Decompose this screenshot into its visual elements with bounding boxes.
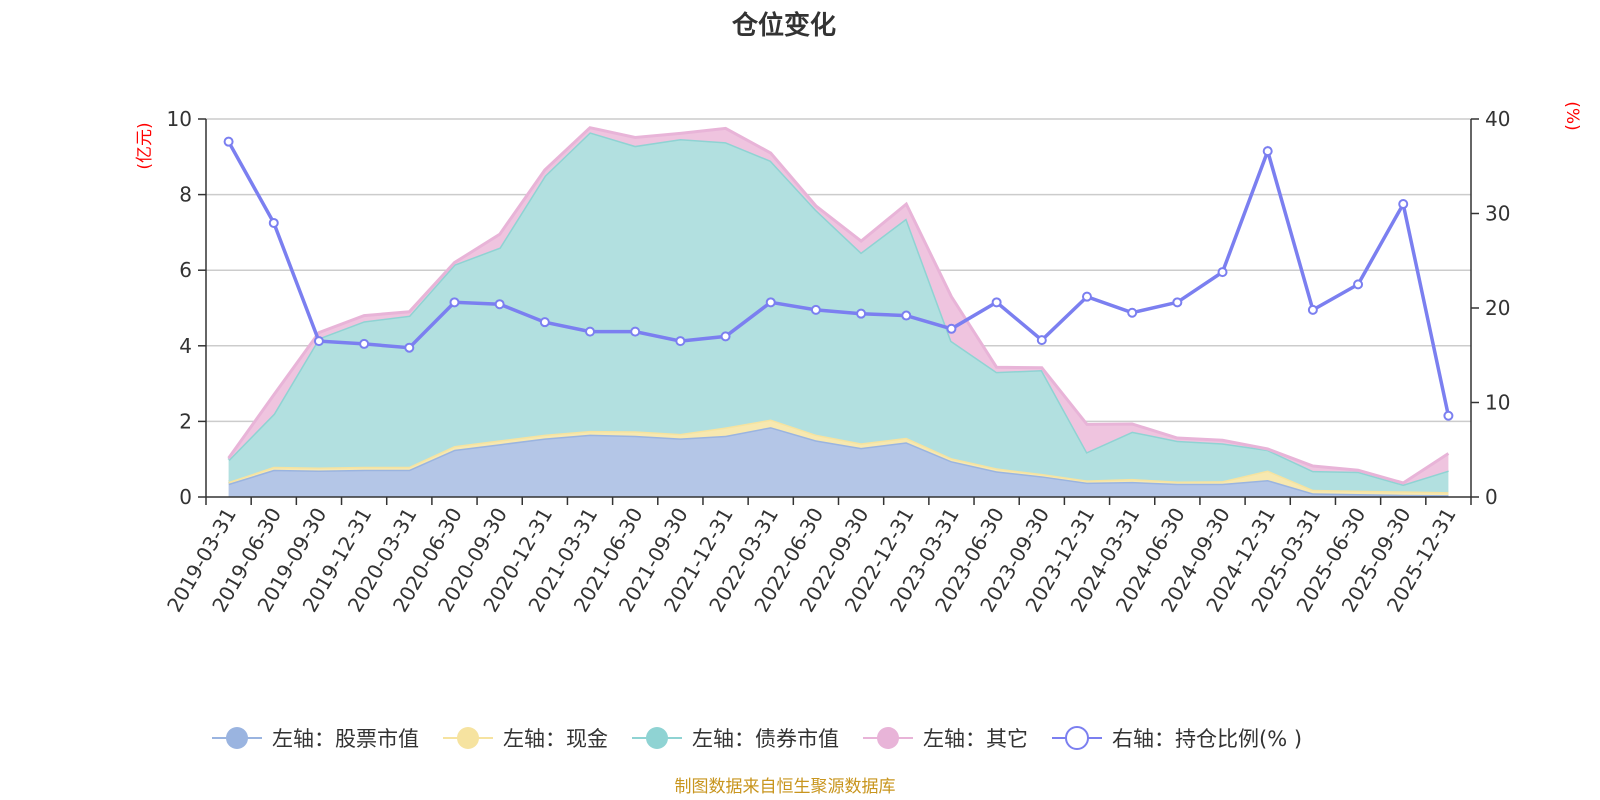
ratio-line	[227, 140, 1451, 417]
left-axis-tick-label: 6	[179, 258, 192, 282]
legend-item: 左轴：现金	[443, 727, 608, 751]
ratio-point	[856, 308, 867, 319]
legend-marker	[877, 727, 899, 749]
left-axis-tick-label: 4	[179, 334, 192, 358]
data-source: 制图数据来自恒生聚源数据库	[675, 777, 896, 797]
ratio-point	[1217, 267, 1228, 278]
ratio-point	[313, 336, 324, 347]
left-axis-tick-label: 8	[179, 183, 192, 207]
legend-label: 左轴：债券市值	[692, 727, 839, 751]
ratio-point	[404, 342, 415, 353]
ratio-point	[765, 297, 776, 308]
area-左轴：现金	[228, 419, 1449, 496]
ratio-point	[268, 217, 279, 228]
legend-item: 右轴：持仓比例(% )	[1052, 726, 1302, 751]
chart-title: 仓位变化	[731, 10, 836, 41]
legend-label: 左轴：其它	[923, 727, 1028, 751]
left-axis-tick-label: 2	[179, 409, 192, 433]
left-axis-tick-label: 0	[179, 485, 192, 509]
legend-item: 左轴：其它	[863, 727, 1028, 751]
ratio-point	[1443, 410, 1454, 421]
legend-item: 左轴：债券市值	[632, 727, 839, 751]
legend-marker	[226, 727, 248, 749]
ratio-point	[223, 136, 234, 147]
ratio-point	[946, 323, 957, 334]
ratio-point	[585, 326, 596, 337]
ratio-point	[1036, 335, 1047, 346]
ratio-point	[1398, 199, 1409, 210]
ratio-point	[901, 310, 912, 321]
right-axis-unit: (%)	[1562, 101, 1582, 130]
ratio-point	[720, 331, 731, 342]
right-axis-tick-label: 40	[1485, 107, 1510, 131]
ratio-point	[630, 326, 641, 337]
right-axis-tick-label: 30	[1485, 202, 1510, 226]
area-edge-左轴：其它	[227, 126, 1450, 485]
ratio-point	[449, 297, 460, 308]
legend-label: 左轴：股票市值	[272, 727, 419, 751]
legend-label: 右轴：持仓比例(% )	[1112, 727, 1302, 751]
holding-ratio-series	[223, 136, 1454, 421]
ratio-point	[1127, 307, 1138, 318]
right-axis-tick-label: 20	[1485, 296, 1510, 320]
ratio-point	[1172, 297, 1183, 308]
left-axis-tick-label: 10	[167, 107, 192, 131]
area-左轴：股票市值	[228, 427, 1449, 497]
ratio-point	[810, 304, 821, 315]
legend-item: 左轴：股票市值	[212, 727, 419, 751]
ratio-point	[1262, 146, 1273, 157]
ratio-point	[991, 297, 1002, 308]
left-axis-unit: (亿元)	[135, 122, 155, 169]
ratio-point	[1081, 291, 1092, 302]
legend-marker	[646, 727, 668, 749]
ratio-point	[539, 317, 550, 328]
ratio-point	[675, 336, 686, 347]
legend: 左轴：股票市值 左轴：现金 左轴：债券市值 左轴：其它 右轴：持仓比例(% )	[212, 726, 1302, 751]
ratio-point	[359, 338, 370, 349]
right-axis-tick-label: 10	[1485, 391, 1510, 415]
legend-label: 左轴：现金	[503, 727, 608, 751]
legend-marker	[1065, 726, 1089, 750]
ratio-point	[494, 299, 505, 310]
legend-marker	[457, 727, 479, 749]
right-axis-tick-label: 0	[1485, 485, 1498, 509]
ratio-point	[1353, 279, 1364, 290]
ratio-point	[1307, 304, 1318, 315]
